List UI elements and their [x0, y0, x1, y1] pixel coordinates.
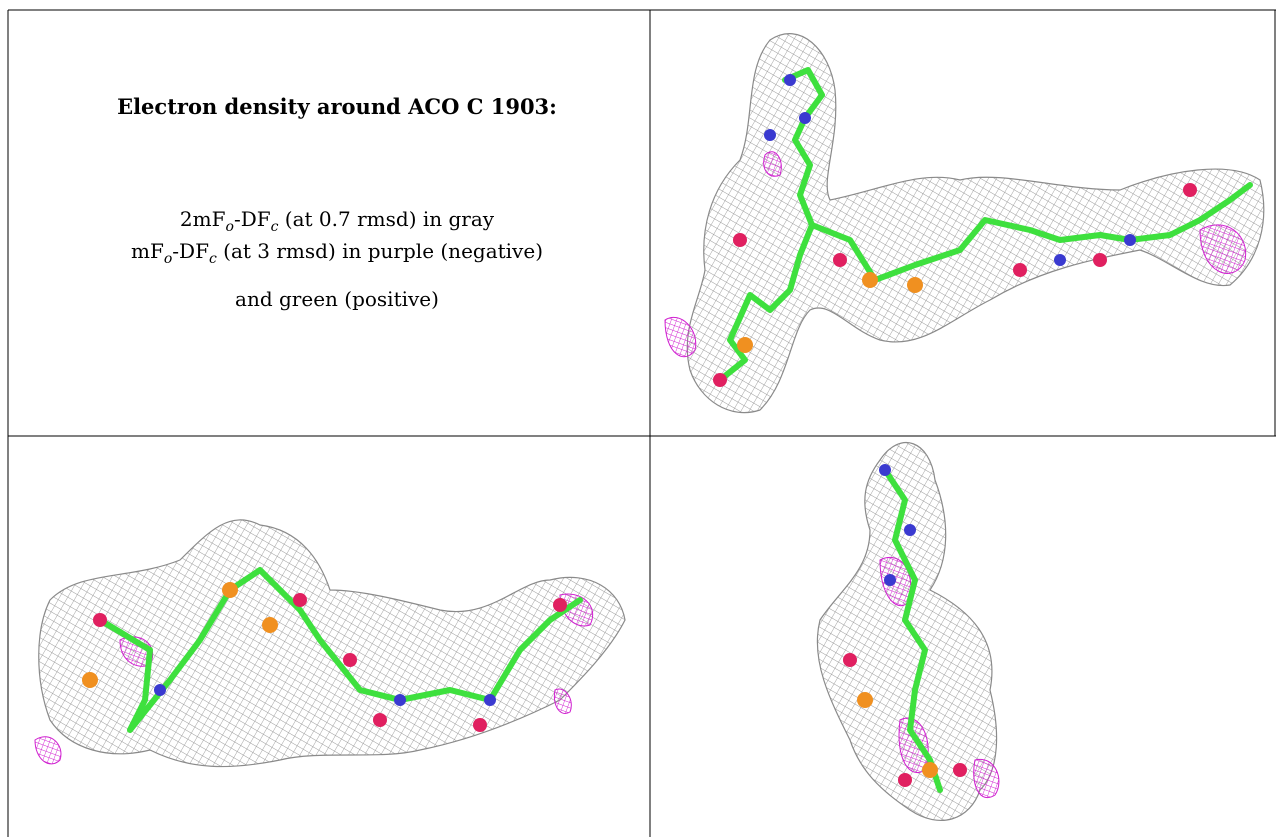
text-part: (at 0.7 rmsd) in gray	[278, 207, 494, 231]
mesh	[38, 519, 626, 768]
subscript: c	[209, 251, 217, 267]
atom	[1183, 183, 1197, 197]
subscript: o	[164, 251, 172, 267]
caption-line: and green (positive)	[235, 287, 439, 311]
atom	[953, 763, 967, 777]
atom	[1054, 254, 1066, 266]
atom	[784, 74, 796, 86]
density-view-1	[664, 33, 1265, 414]
atom	[857, 692, 873, 708]
subscript: o	[226, 219, 234, 235]
caption-line: mFo-DFc (at 3 rmsd) in purple (negative)	[131, 239, 543, 267]
atom	[1093, 253, 1107, 267]
atom	[764, 129, 776, 141]
atom	[737, 337, 753, 353]
atom	[154, 684, 166, 696]
negative-density	[664, 151, 1247, 358]
mesh	[816, 442, 998, 821]
atom	[373, 713, 387, 727]
atom	[879, 464, 891, 476]
negative-density	[34, 593, 594, 765]
atom	[553, 598, 567, 612]
bonds	[809, 182, 1253, 283]
atom	[907, 277, 923, 293]
atom	[93, 613, 107, 627]
atom	[799, 112, 811, 124]
atom	[222, 582, 238, 598]
text-part: 2mF	[180, 207, 226, 231]
table-lines	[7, 9, 1276, 837]
subscript: c	[271, 219, 279, 235]
atom	[343, 653, 357, 667]
caption-line: 2mFo-DFc (at 0.7 rmsd) in gray	[180, 207, 495, 235]
atoms	[843, 464, 967, 787]
atom	[898, 773, 912, 787]
bonds	[97, 567, 583, 733]
atom	[833, 253, 847, 267]
atom	[394, 694, 406, 706]
mesh	[686, 33, 1265, 414]
atom	[293, 593, 307, 607]
atom	[1124, 234, 1136, 246]
text-part: -DF	[172, 239, 209, 263]
atom	[262, 617, 278, 633]
atom	[922, 762, 938, 778]
bonds	[882, 467, 943, 793]
caption: Electron density around ACO C 1903: 2mFo…	[117, 94, 557, 311]
atoms	[713, 74, 1197, 387]
atom	[484, 694, 496, 706]
atom	[862, 272, 878, 288]
caption-title: Electron density around ACO C 1903:	[117, 94, 557, 119]
text-part: mF	[131, 239, 164, 263]
atom	[1013, 263, 1027, 277]
atom	[473, 718, 487, 732]
atom	[904, 524, 916, 536]
atom	[713, 373, 727, 387]
atom	[733, 233, 747, 247]
density-view-3	[816, 442, 1000, 821]
atom	[82, 672, 98, 688]
atoms	[82, 582, 567, 732]
text-part: and green (positive)	[235, 287, 439, 311]
atom	[843, 653, 857, 667]
density-view-2	[34, 519, 626, 768]
text-part: (at 3 rmsd) in purple (negative)	[217, 239, 543, 263]
text-part: -DF	[234, 207, 271, 231]
atom	[884, 574, 896, 586]
